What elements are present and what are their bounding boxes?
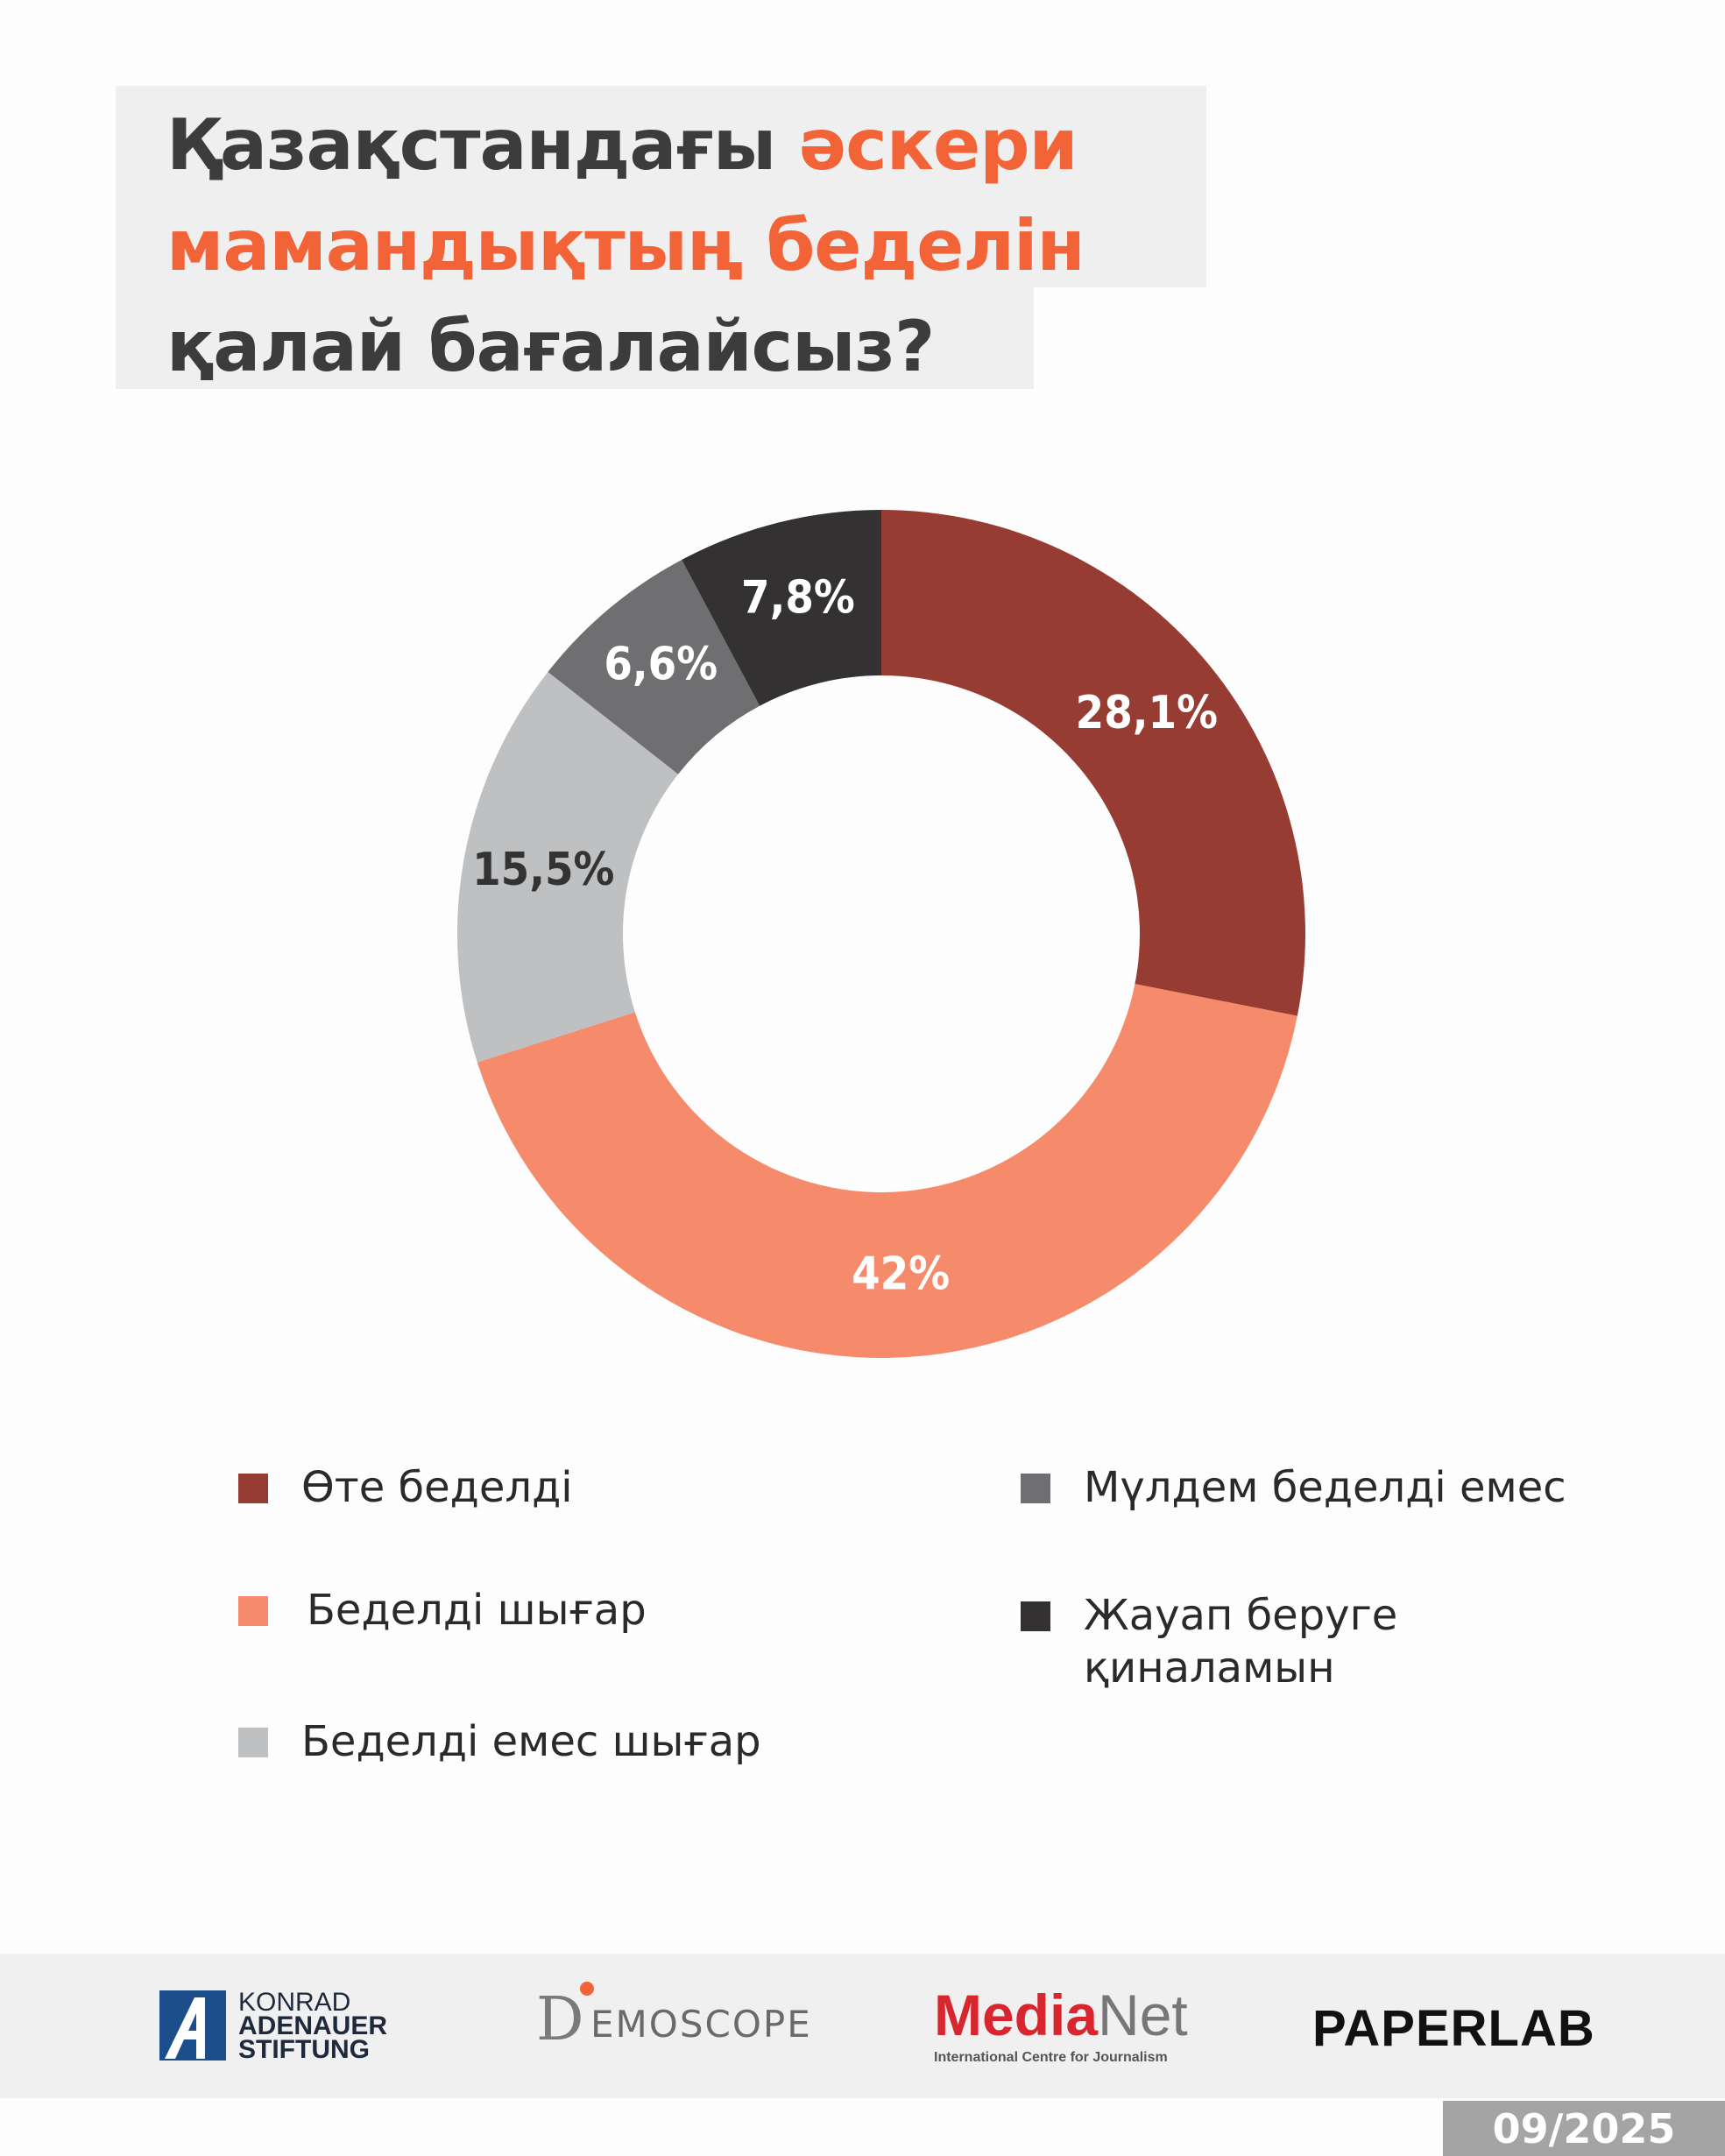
donut-slice: [457, 671, 679, 1063]
legend-swatch: [238, 1474, 268, 1503]
title-line1-plain: Қазақстандағы: [166, 104, 800, 186]
title-background: [116, 86, 1206, 287]
donut-slice: [477, 984, 1297, 1358]
legend-swatch: [1021, 1601, 1050, 1631]
donut-chart: 28,1% 42% 15,5% 6,6% 7,8%: [457, 510, 1305, 1358]
kas-line2: ADENAUER: [238, 2011, 388, 2040]
slice-data-label: 7,8%: [741, 572, 855, 625]
legend-swatch: [1021, 1474, 1050, 1503]
slice-data-label: 28,1%: [1076, 687, 1218, 739]
legend-item-not-prestigious-at-all: Мүлдем беделді емес: [1021, 1461, 1634, 1514]
donut-slices: [457, 510, 1305, 1358]
medianet-logo: MediaNet International Centre for Journa…: [934, 1982, 1197, 2069]
legend-label: Беделді шығар: [307, 1586, 647, 1635]
legend-label: Жауап беруге қиналамын: [1084, 1591, 1398, 1693]
title-line2-accent: мамандықтың беделін: [166, 205, 1085, 286]
slice-data-label: 42%: [852, 1248, 950, 1300]
slice-data-label: 6,6%: [604, 639, 718, 691]
donut-slice: [682, 510, 881, 706]
kas-line3: STIFTUNG: [238, 2035, 370, 2064]
date-badge: 09/2025: [1443, 2101, 1725, 2156]
donut-slice: [548, 559, 760, 774]
legend-item-hard-to-answer: Жауап беруге қиналамын: [1021, 1589, 1476, 1694]
paperlab-logo: PAPERLAB: [1312, 1999, 1594, 2061]
title-line3: қалай бағалайсыз?: [166, 306, 935, 387]
demoscope-logo: D EMOSCOPE: [536, 1982, 825, 2061]
chart-title: Қазақстандағы әскери мамандықтың беделін қ…: [166, 95, 1085, 397]
medianet-wordmark: MediaNet: [934, 1982, 1188, 2048]
kas-logo-mark: [159, 1990, 226, 2061]
legend-item-probably-not-prestigious: Беделді емес шығар: [238, 1715, 852, 1768]
kas-logo-text: KONRAD ADENAUER STIFTUNG: [238, 1988, 388, 2064]
medianet-media: Media: [934, 1983, 1099, 2047]
legend-label: Беделді емес шығар: [301, 1717, 761, 1766]
legend-label: Мүлдем беделді емес: [1084, 1463, 1566, 1512]
footer: [0, 1954, 1725, 2098]
legend-item-probably-prestigious: Беделді шығар: [238, 1584, 729, 1636]
demoscope-text: EMOSCOPE: [590, 2003, 812, 2046]
kas-logo: KONRAD ADENAUER STIFTUNG: [159, 1988, 422, 2064]
slice-data-label: 15,5%: [472, 844, 614, 896]
donut-slice: [881, 510, 1305, 1016]
legend-item-very-prestigious: Өте беделді: [238, 1461, 729, 1514]
medianet-net: Net: [1098, 1983, 1188, 2047]
donut-labels: 28,1% 42% 15,5% 6,6% 7,8%: [472, 572, 1218, 1301]
demoscope-dot-icon: [580, 1982, 594, 1996]
legend-swatch: [238, 1596, 268, 1626]
legend-swatch: [238, 1728, 268, 1757]
title-line1-accent: әскери: [799, 104, 1078, 186]
demoscope-mark: D: [536, 1985, 584, 2054]
legend-label: Өте беделді: [301, 1463, 573, 1512]
paperlab-wordmark: PAPERLAB: [1312, 2000, 1595, 2057]
kas-line1: KONRAD: [238, 1988, 351, 2017]
title-background-lower: [116, 280, 1034, 389]
medianet-subtitle: International Centre for Journalism: [934, 2050, 1168, 2065]
